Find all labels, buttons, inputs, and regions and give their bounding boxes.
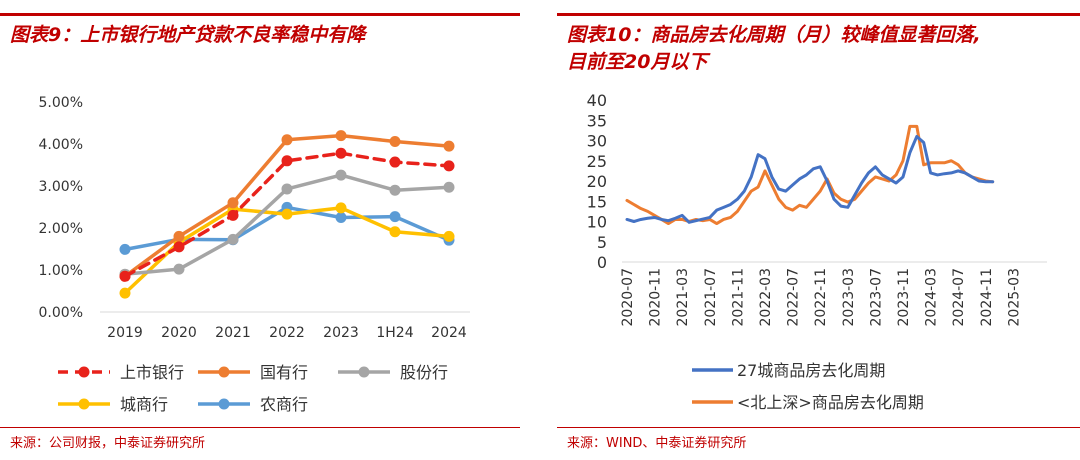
legend-label: 农商行 <box>260 395 308 414</box>
legend-label: <北上深>商品房去化周期 <box>737 393 924 412</box>
data-point <box>281 134 293 146</box>
legend-label: 股份行 <box>400 363 448 382</box>
data-point <box>335 202 347 214</box>
data-point <box>281 155 293 167</box>
right-chart-panel: 图表10：商品房去化周期（月）较峰值显著回落, 目前至20月以下 40 35 30 2… <box>557 0 1080 460</box>
x-tick-label: 2020 <box>161 325 197 341</box>
data-point <box>389 211 401 223</box>
data-point <box>335 130 347 142</box>
y-tick-label: 35 <box>587 111 607 130</box>
right-title-line1: 图表10：商品房去化周期（月）较峰值显著回落, <box>567 24 981 46</box>
x-tick-label: 1H24 <box>376 325 413 341</box>
y-tick-label: 2.00% <box>39 221 83 237</box>
data-point <box>335 147 347 159</box>
left-top-rule <box>0 13 520 16</box>
data-point <box>227 233 239 245</box>
x-tick-label: 2024-07 <box>951 268 967 327</box>
y-tick-label: 40 <box>587 91 607 110</box>
x-tick-label: 2024 <box>431 325 467 341</box>
right-chart-title: 图表10：商品房去化周期（月）较峰值显著回落, 目前至20月以下 <box>567 22 981 76</box>
data-point <box>227 209 239 221</box>
y-tick-label: 30 <box>587 132 607 151</box>
y-tick-label: 5.00% <box>39 95 83 111</box>
x-tick-label: 2021-03 <box>675 268 691 327</box>
y-tick-label: 4.00% <box>39 137 83 153</box>
data-point <box>173 241 185 253</box>
x-tick-label: 2019 <box>107 325 143 341</box>
x-tick-label: 2022-03 <box>758 268 774 327</box>
x-tick-label: 2020-07 <box>620 268 636 327</box>
y-tick-label: 20 <box>587 172 607 191</box>
legend-swatch-marker <box>358 366 370 378</box>
right-source-note: 来源：WIND、中泰证券研究所 <box>567 436 747 451</box>
x-tick-label: 2023-03 <box>841 268 857 327</box>
x-tick-label: 2024-11 <box>979 268 995 327</box>
data-point <box>119 270 131 282</box>
legend-label: 上市银行 <box>120 363 184 382</box>
x-tick-label: 2025-03 <box>1006 268 1022 327</box>
data-point <box>389 156 401 168</box>
right-top-rule <box>557 13 1080 16</box>
data-point <box>443 160 455 172</box>
data-point <box>227 197 239 209</box>
data-point <box>389 226 401 238</box>
data-point <box>389 184 401 196</box>
legend-label: 27城商品房去化周期 <box>737 361 885 380</box>
x-tick-label: 2022-07 <box>786 268 802 327</box>
left-chart-title: 图表9：上市银行地产贷款不良率稳中有降 <box>10 24 366 46</box>
data-point <box>281 208 293 220</box>
y-tick-label: 10 <box>587 213 607 232</box>
right-title-line2: 目前至20月以下 <box>567 51 708 73</box>
left-source-note: 来源：公司财报，中泰证券研究所 <box>10 436 206 451</box>
y-tick-label: 25 <box>587 152 607 171</box>
data-point <box>389 135 401 147</box>
x-tick-label: 2021-07 <box>703 268 719 327</box>
legend-swatch-marker <box>78 398 90 410</box>
y-tick-label: 15 <box>587 192 607 211</box>
y-tick-label: 3.00% <box>39 179 83 195</box>
data-point <box>119 243 131 255</box>
data-point <box>443 230 455 242</box>
x-tick-label: 2023-07 <box>868 268 884 327</box>
data-point <box>173 263 185 275</box>
left-chart-panel: 图表9：上市银行地产贷款不良率稳中有降 5.00% 4.00% 3.00% 2.00%… <box>0 0 520 460</box>
legend-label: 国有行 <box>260 363 308 382</box>
data-point <box>173 230 185 242</box>
x-tick-label: 2023-11 <box>896 268 912 327</box>
y-tick-label: 1.00% <box>39 263 83 279</box>
y-tick-label: 5 <box>597 233 607 252</box>
data-point <box>443 140 455 152</box>
series-line <box>625 134 995 224</box>
left-line-chart: 5.00% 4.00% 3.00% 2.00% 1.00% 0.00% 2019 2020 20… <box>39 95 470 414</box>
data-point <box>119 287 131 299</box>
x-tick-label: 2021-11 <box>730 268 746 327</box>
legend-swatch-marker <box>218 398 230 410</box>
legend-swatch-marker <box>218 366 230 378</box>
x-tick-label: 2020-11 <box>648 268 664 327</box>
x-tick-label: 2023 <box>323 325 359 341</box>
legend-swatch-marker <box>78 366 90 378</box>
x-tick-label: 2022 <box>269 325 305 341</box>
y-tick-label: 0 <box>597 253 607 272</box>
left-bottom-rule <box>0 427 520 428</box>
right-bottom-rule <box>557 427 1080 428</box>
data-point <box>281 183 293 195</box>
y-tick-label: 0.00% <box>39 305 83 321</box>
data-point <box>335 169 347 181</box>
data-point <box>335 212 347 223</box>
data-point <box>443 181 455 193</box>
x-tick-label: 2024-03 <box>924 268 940 327</box>
legend-label: 城商行 <box>120 395 168 414</box>
x-tick-label: 2022-11 <box>813 268 829 327</box>
x-tick-label: 2021 <box>215 325 251 341</box>
